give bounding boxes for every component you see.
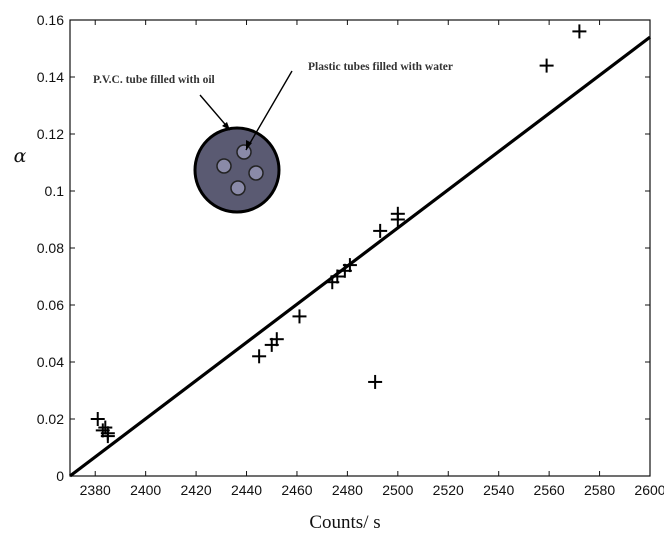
data-point <box>368 374 383 389</box>
y-tick-label: 0 <box>56 468 64 484</box>
tube-cross-section-diagram <box>193 70 293 214</box>
x-tick-label: 2560 <box>534 482 565 498</box>
axis-ticks: 2380 2400 2420 2440 2460 2480 2500 2520 2540 2560… <box>37 12 664 498</box>
oil-arrow-head <box>222 122 230 130</box>
y-axis-label: α <box>14 145 27 167</box>
x-tick-label: 2400 <box>130 482 161 498</box>
data-point <box>292 309 307 324</box>
water-tube-circle <box>248 165 264 181</box>
y-tick-label: 0.14 <box>37 69 64 85</box>
y-tick-label: 0.16 <box>37 12 64 28</box>
x-tick-label: 2520 <box>433 482 464 498</box>
data-point <box>90 412 105 426</box>
y-tick-label: 0.08 <box>37 240 64 256</box>
data-point <box>252 349 267 364</box>
x-axis-label: Counts/ s <box>309 512 380 533</box>
y-tick-label: 0.12 <box>37 126 64 142</box>
pvc-tube-circle <box>193 126 281 214</box>
x-tick-label: 2540 <box>483 482 514 498</box>
plot-area <box>69 19 651 477</box>
data-point <box>539 58 554 73</box>
data-points <box>90 24 587 444</box>
x-tick-label: 2480 <box>332 482 363 498</box>
water-tube-circle <box>216 158 232 174</box>
y-tick-label: 0.1 <box>45 183 65 199</box>
fit-line <box>69 35 651 478</box>
water-tube-circle <box>230 180 246 196</box>
data-point <box>100 429 115 444</box>
data-point <box>572 24 587 39</box>
y-tick-label: 0.06 <box>37 297 64 313</box>
annotation-oil: P.V.C. tube filled with oil <box>93 74 215 86</box>
x-tick-label: 2420 <box>181 482 212 498</box>
annotation-water: Plastic tubes filled with water <box>308 61 453 73</box>
x-tick-label: 2440 <box>231 482 262 498</box>
x-tick-label: 2600 <box>634 482 664 498</box>
data-point <box>98 420 113 435</box>
data-point <box>342 258 357 273</box>
data-point <box>330 269 345 284</box>
water-arrow-head <box>246 140 252 150</box>
water-tube-circle <box>236 144 252 160</box>
x-tick-label: 2580 <box>584 482 615 498</box>
x-tick-label: 2380 <box>80 482 111 498</box>
y-tick-label: 0.04 <box>37 354 64 370</box>
x-tick-label: 2460 <box>281 482 312 498</box>
x-tick-label: 2500 <box>382 482 413 498</box>
data-point <box>269 332 284 347</box>
water-arrow <box>245 70 293 151</box>
data-point <box>373 223 388 238</box>
data-point <box>390 212 405 227</box>
y-tick-label: 0.02 <box>37 411 64 427</box>
